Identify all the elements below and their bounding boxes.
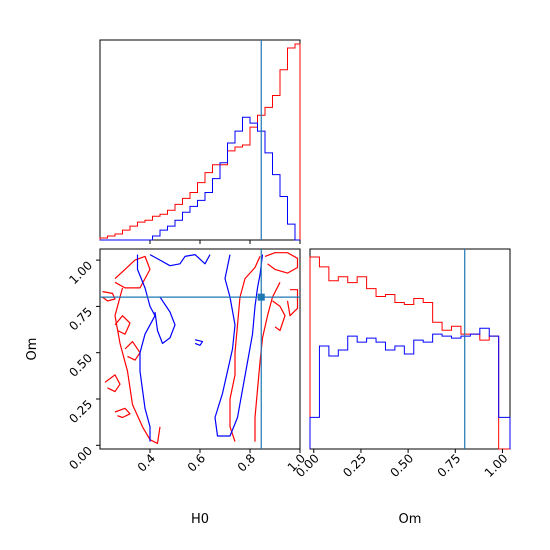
panel-h0-marginal-frame: [99, 39, 301, 241]
joint-y-tick-label-2: 0.50: [66, 351, 95, 380]
contour-3: [124, 341, 141, 361]
joint-y-tick-label-1: 0.25: [66, 397, 95, 426]
x-axis-label-om: Om: [399, 512, 422, 527]
contour-13: [149, 254, 211, 267]
om-hist-series-1: [309, 327, 511, 449]
contour-4: [104, 374, 121, 393]
contour-14: [154, 296, 176, 344]
contour-0: [102, 291, 116, 302]
y-axis-label-om: Om: [25, 338, 40, 361]
joint-x-tick-label-2: 0.8: [235, 451, 258, 474]
axes: 0.4 0.6 0.8 1.00.000.250.500.751.000.00 0.25…: [66, 240, 511, 480]
contour-8: [254, 282, 281, 442]
joint-x-tick-label-1: 0.6: [185, 451, 208, 474]
panel-joint-frame: [99, 248, 301, 450]
contour-9: [272, 300, 286, 332]
om-x-tick-label-4: 1.00: [482, 451, 511, 480]
joint-y-tick-label-0: 0.00: [66, 444, 95, 473]
contour-6: [114, 287, 161, 444]
x-axis-label-h0: H0: [191, 512, 209, 527]
joint-truth-marker: [257, 293, 265, 301]
h0-hist-series-1: [100, 116, 300, 241]
om-x-tick-label-1: 0.25: [340, 451, 369, 480]
contour-15: [214, 254, 264, 437]
contour-1: [114, 255, 151, 289]
panel-om-marginal-frame: [309, 248, 511, 450]
om-x-tick-label-3: 0.75: [435, 451, 464, 480]
contour-2: [114, 315, 131, 335]
h0-hist-series-0: [99, 43, 301, 240]
contour-11: [286, 289, 299, 317]
contour-5: [114, 407, 131, 419]
om-x-tick-label-2: 0.50: [387, 451, 416, 480]
contour-10: [264, 252, 299, 274]
joint-y-tick-label-3: 0.75: [66, 305, 95, 334]
om-histogram: [309, 249, 511, 450]
contour-7: [229, 256, 261, 442]
h0-histogram: [99, 40, 301, 241]
contour-16: [194, 339, 204, 346]
joint-contours: [100, 249, 300, 449]
contour-12: [136, 254, 156, 442]
joint-x-tick-label-0: 0.4: [135, 451, 158, 474]
joint-y-tick-label-4: 1.00: [66, 258, 95, 287]
om-hist-series-0: [309, 256, 510, 450]
